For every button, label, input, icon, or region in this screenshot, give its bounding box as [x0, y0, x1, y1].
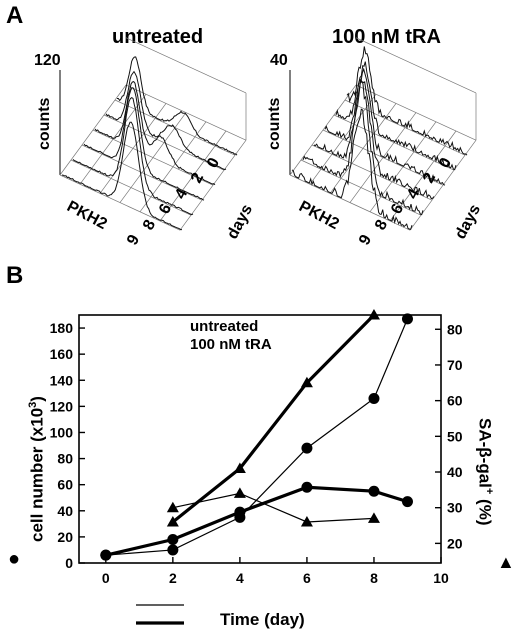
series-line-2 — [172, 492, 374, 523]
data-point-triangle — [300, 515, 313, 527]
data-point-triangle — [300, 376, 313, 388]
x-tick-label: 6 — [303, 570, 311, 586]
histogram-right-ylabel: counts — [266, 97, 283, 150]
data-point-circle — [301, 481, 313, 493]
y-left-tick-label: 160 — [50, 346, 74, 362]
y-left-tick-label: 60 — [57, 477, 73, 493]
x-axis-label: Time (day) — [220, 610, 305, 629]
data-point-circle — [401, 496, 413, 508]
histogram-tra — [289, 37, 477, 231]
circle-marker-legend-icon: ● — [8, 548, 21, 570]
data-point-circle — [368, 393, 380, 405]
triangle-marker-legend-icon: ▲ — [497, 552, 515, 572]
data-point-triangle — [166, 501, 179, 513]
data-point-circle — [234, 506, 246, 518]
y-right-tick-label: 50 — [447, 428, 463, 444]
y-axis-left-label: cell number (x103) — [27, 396, 47, 542]
data-point-triangle — [233, 462, 246, 473]
panel-b-label: B — [6, 262, 24, 289]
data-point-triangle — [367, 512, 380, 523]
data-point-circle — [301, 442, 313, 454]
y-left-tick-label: 80 — [57, 451, 73, 467]
chart-legend — [136, 604, 184, 625]
y-right-tick-label: 80 — [447, 321, 463, 337]
y-left-tick-label: 180 — [50, 320, 74, 336]
data-point-triangle — [233, 487, 246, 498]
chart-series — [100, 309, 413, 561]
y-left-tick-label: 100 — [50, 424, 74, 440]
x-tick-label: 0 — [102, 570, 110, 586]
panel-a-histograms — [59, 37, 477, 231]
histogram-left-ymax-label: 120 — [34, 52, 61, 69]
plot-frame — [78, 314, 442, 564]
panel-a-left-title: untreated — [112, 26, 204, 48]
y-right-tick-label: 20 — [447, 535, 463, 551]
x-tick-label: 2 — [169, 570, 177, 586]
y-right-tick-label: 30 — [447, 500, 463, 516]
legend-label-tra: 100 nM tRA — [190, 336, 272, 353]
data-point-circle — [368, 485, 380, 497]
data-point-circle — [100, 549, 112, 561]
panel-a-label: A — [6, 2, 24, 29]
y-right-tick-label: 70 — [447, 357, 463, 373]
chart-axes: 0 2 4 6 8 10020406080100120140160180203040506… — [50, 314, 463, 586]
histogram-left-ylabel: counts — [36, 97, 53, 150]
panel-a-right-title: 100 nM tRA — [332, 26, 441, 48]
data-point-circle — [167, 544, 179, 556]
y-axis-right-label: SA-β-gal+ (%) — [475, 418, 495, 526]
panel-b-chart: 0 2 4 6 8 10020406080100120140160180203040506… — [50, 309, 463, 625]
data-point-triangle — [367, 309, 380, 320]
y-left-tick-label: 40 — [57, 503, 73, 519]
series-line-1 — [105, 485, 408, 557]
histogram-untreated — [59, 37, 247, 231]
y-right-tick-label: 40 — [447, 464, 463, 480]
y-right-tick-label: 60 — [447, 393, 463, 409]
data-point-circle — [401, 313, 413, 325]
x-tick-label: 10 — [433, 570, 449, 586]
y-left-tick-label: 140 — [50, 372, 74, 388]
legend-label-untreated: untreated — [190, 318, 259, 335]
y-left-tick-label: 120 — [50, 398, 74, 414]
y-left-tick-label: 0 — [65, 555, 73, 571]
data-point-circle — [167, 534, 179, 546]
data-point-triangle — [166, 515, 179, 527]
y-left-tick-label: 20 — [57, 529, 73, 545]
histogram-right-ymax-label: 40 — [270, 52, 288, 69]
x-tick-label: 4 — [236, 570, 244, 586]
series-line-0 — [105, 318, 409, 556]
series-line-3 — [171, 313, 376, 524]
x-tick-label: 8 — [370, 570, 378, 586]
